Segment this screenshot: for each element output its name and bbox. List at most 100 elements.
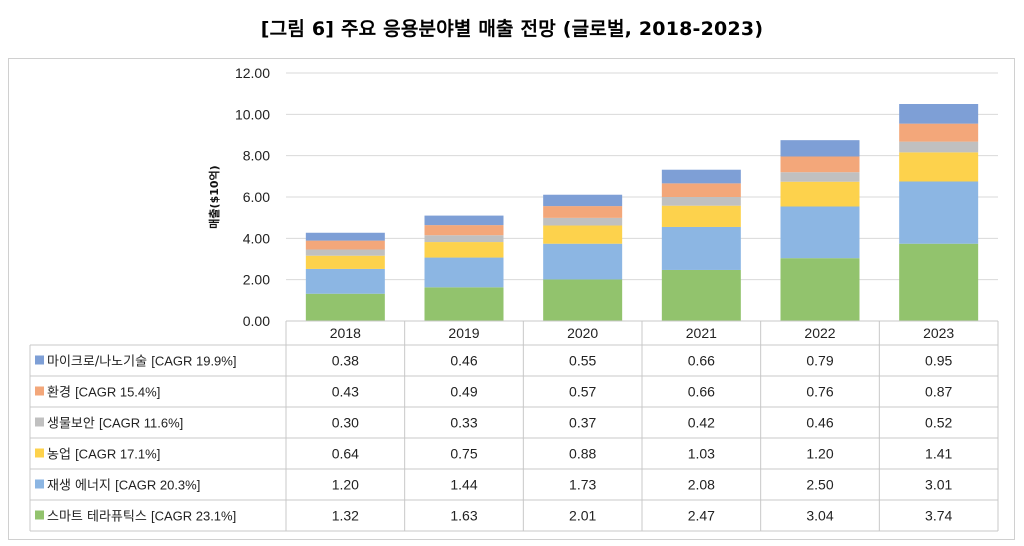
data-label: 0.64 [332, 446, 359, 462]
legend-cagr: [CAGR 20.3%] [115, 478, 200, 493]
data-label: 0.95 [925, 353, 952, 369]
data-label: 0.66 [688, 384, 715, 400]
data-label: 1.73 [569, 477, 596, 493]
bar-segment [424, 257, 504, 288]
bar-segment [899, 104, 979, 124]
legend-cagr: [CAGR 19.9%] [151, 354, 236, 369]
x-tick-label: 2023 [923, 325, 954, 341]
data-label: 1.20 [806, 446, 833, 462]
data-label: 0.76 [806, 384, 833, 400]
y-tick-label: 2.00 [243, 272, 270, 288]
data-label: 0.87 [925, 384, 952, 400]
data-label: 2.50 [806, 477, 833, 493]
data-label: 2.01 [569, 508, 596, 524]
bar-segment [661, 169, 741, 184]
bar-segment [305, 293, 385, 321]
bar-segment [543, 225, 623, 244]
data-label: 1.41 [925, 446, 952, 462]
data-label: 0.57 [569, 384, 596, 400]
data-label: 0.49 [450, 384, 477, 400]
data-label: 0.66 [688, 353, 715, 369]
bars [305, 104, 979, 321]
bar-segment [899, 181, 979, 244]
bar-segment [305, 240, 385, 250]
bar-segment [661, 183, 741, 197]
legend-entry: 생물보안 [CAGR 11.6%] [47, 416, 183, 432]
bar-segment [543, 194, 623, 207]
bar-segment [899, 243, 979, 321]
chart-title: [그림 6] 주요 응용분야별 매출 전망 (글로벌, 2018-2023) [260, 18, 764, 40]
bar-segment [661, 226, 741, 270]
bar-segment [543, 243, 623, 280]
data-table: 2018 2019 2020 2021 2022 2023 마이크로/나노기술 [CAGR … [29, 320, 999, 532]
bar-segment [424, 225, 504, 236]
bar-segment [424, 235, 504, 243]
bar-segment [543, 206, 623, 218]
gridlines [286, 72, 998, 281]
bar-segment [661, 205, 741, 227]
bar-segment [899, 152, 979, 182]
data-label: 0.46 [450, 353, 477, 369]
data-label: 0.38 [332, 353, 359, 369]
data-label: 1.03 [688, 446, 715, 462]
y-tick-label: 6.00 [243, 189, 270, 205]
bar-segment [780, 206, 860, 259]
data-label: 3.04 [806, 508, 833, 524]
legend-swatch [35, 479, 44, 489]
data-label: 1.44 [450, 477, 477, 493]
legend-cagr: [CAGR 11.6%] [99, 416, 183, 431]
legend-entry: 마이크로/나노기술 [CAGR 19.9%] [47, 354, 236, 370]
data-label: 3.74 [925, 508, 952, 524]
bar-segment [661, 197, 741, 206]
data-label: 2.08 [688, 477, 715, 493]
bar-segment [780, 172, 860, 182]
x-tick-label: 2021 [686, 325, 717, 341]
y-tick-label: 12.00 [235, 65, 270, 81]
data-label: 1.63 [450, 508, 477, 524]
bar-segment [543, 279, 623, 321]
data-label: 0.30 [332, 415, 359, 431]
legend-cagr: [CAGR 17.1%] [75, 447, 160, 462]
bar-segment [424, 287, 504, 321]
legend-swatch [35, 417, 44, 427]
legend-entry: 재생 에너지 [CAGR 20.3%] [47, 478, 200, 494]
data-label: 0.43 [332, 384, 359, 400]
bar-segment [780, 181, 860, 207]
bar-segment [661, 269, 741, 321]
bar-segment [899, 141, 979, 153]
bar-segment [305, 268, 385, 294]
data-label: 0.75 [450, 446, 477, 462]
x-tick-label: 2018 [330, 325, 361, 341]
data-label: 1.32 [332, 508, 359, 524]
legend-swatch [35, 386, 44, 396]
data-label: 0.55 [569, 353, 596, 369]
x-tick-label: 2019 [448, 325, 479, 341]
legend-cagr: [CAGR 15.4%] [75, 385, 160, 400]
bar-segment [899, 123, 979, 142]
y-tick-label: 0.00 [243, 313, 270, 329]
y-axis-label: 매출($10억) [207, 165, 221, 228]
bar-segment [424, 215, 504, 226]
bar-segment [424, 242, 504, 258]
y-tick-label: 10.00 [235, 106, 270, 122]
x-tick-label: 2022 [804, 325, 835, 341]
data-label: 0.33 [450, 415, 477, 431]
data-label: 1.20 [332, 477, 359, 493]
legend-swatch [35, 355, 44, 365]
legend-swatch [35, 510, 44, 520]
bar-segment [305, 249, 385, 256]
data-label: 0.42 [688, 415, 715, 431]
data-label: 0.52 [925, 415, 952, 431]
bar-segment [305, 255, 385, 269]
chart-frame [8, 58, 1015, 540]
legend-entry: 스마트 테라퓨틱스 [CAGR 23.1%] [47, 509, 236, 525]
y-tick-label: 8.00 [243, 148, 270, 164]
legend-swatch [35, 448, 44, 458]
x-tick-label: 2020 [567, 325, 598, 341]
legend-entry: 농업 [CAGR 17.1%] [47, 447, 160, 463]
data-label: 2.47 [688, 508, 715, 524]
legend-entry: 환경 [CAGR 15.4%] [47, 385, 160, 401]
bar-segment [780, 140, 860, 157]
bar-segment [780, 156, 860, 173]
